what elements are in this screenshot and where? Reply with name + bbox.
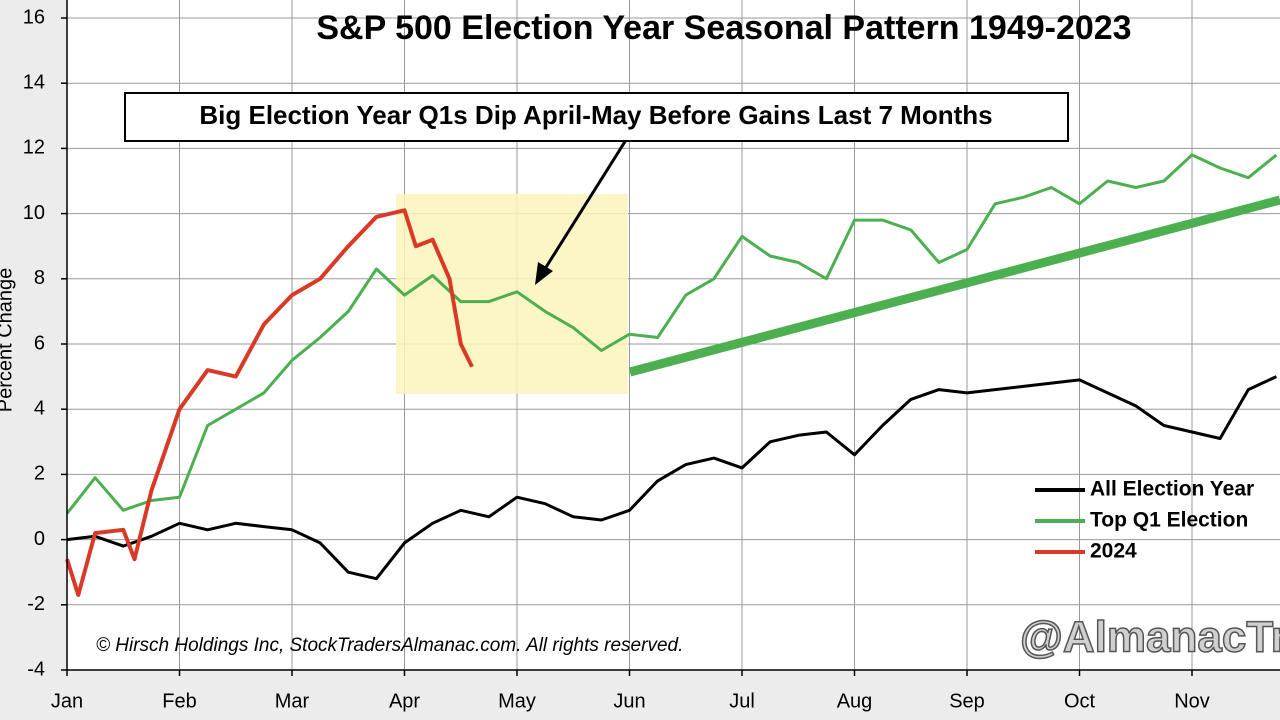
x-tick-label: Nov	[1174, 690, 1210, 712]
x-tick-label: Jul	[729, 690, 755, 712]
series-line	[65, 208, 474, 597]
x-tick-label: Apr	[389, 690, 420, 712]
x-tick-label: Aug	[837, 690, 873, 712]
annotation: Big Election Year Q1s Dip April-May Befo…	[199, 100, 992, 130]
y-tick-label: 0	[34, 528, 45, 550]
watermark: @AlmanacTra	[1020, 613, 1280, 662]
x-tick-label: Oct	[1064, 690, 1096, 712]
legend-label: 2024	[1090, 540, 1137, 563]
y-tick-label: 10	[23, 202, 45, 224]
arrow-head	[535, 262, 553, 285]
x-tick-label: Sep	[949, 690, 985, 712]
x-tick-label: Jun	[613, 690, 645, 712]
annotation-box	[124, 92, 1069, 142]
x-tick-label: Mar	[275, 690, 310, 712]
x-tick-label: Feb	[162, 690, 196, 712]
lines	[65, 153, 1278, 597]
axes: -4 -2 0 2 4 6 8 10 12 14 16 Jan Feb Mar Apr May Jun Jul Au…	[23, 0, 1280, 712]
series-line	[65, 153, 1278, 515]
y-tick-label: 4	[34, 397, 45, 419]
copyright: © Hirsch Holdings Inc, StockTradersAlman…	[96, 635, 683, 656]
y-tick-label: 8	[34, 267, 45, 289]
y-tick-label: 12	[23, 137, 45, 159]
y-tick-label: 6	[34, 332, 45, 354]
arrow-shaft	[541, 139, 628, 273]
y-tick-label: -2	[27, 593, 45, 615]
y-tick-label: -4	[27, 658, 45, 680]
y-tick-label: 14	[23, 71, 45, 93]
y-tick-label: 2	[34, 463, 45, 485]
x-tick-label: May	[498, 690, 536, 712]
legend: All Election Year Top Q1 Election 2024	[1035, 478, 1254, 563]
legend-label: All Election Year	[1090, 478, 1254, 501]
y-tick-label: 16	[23, 6, 45, 28]
series-line	[66, 375, 1278, 581]
y-axis-label: Percent Change	[0, 268, 16, 413]
x-tick-label: Jan	[51, 690, 83, 712]
legend-label: Top Q1 Election	[1090, 509, 1248, 532]
trend-line	[628, 195, 1280, 377]
chart-title: S&P 500 Election Year Seasonal Pattern 1…	[316, 9, 1131, 47]
